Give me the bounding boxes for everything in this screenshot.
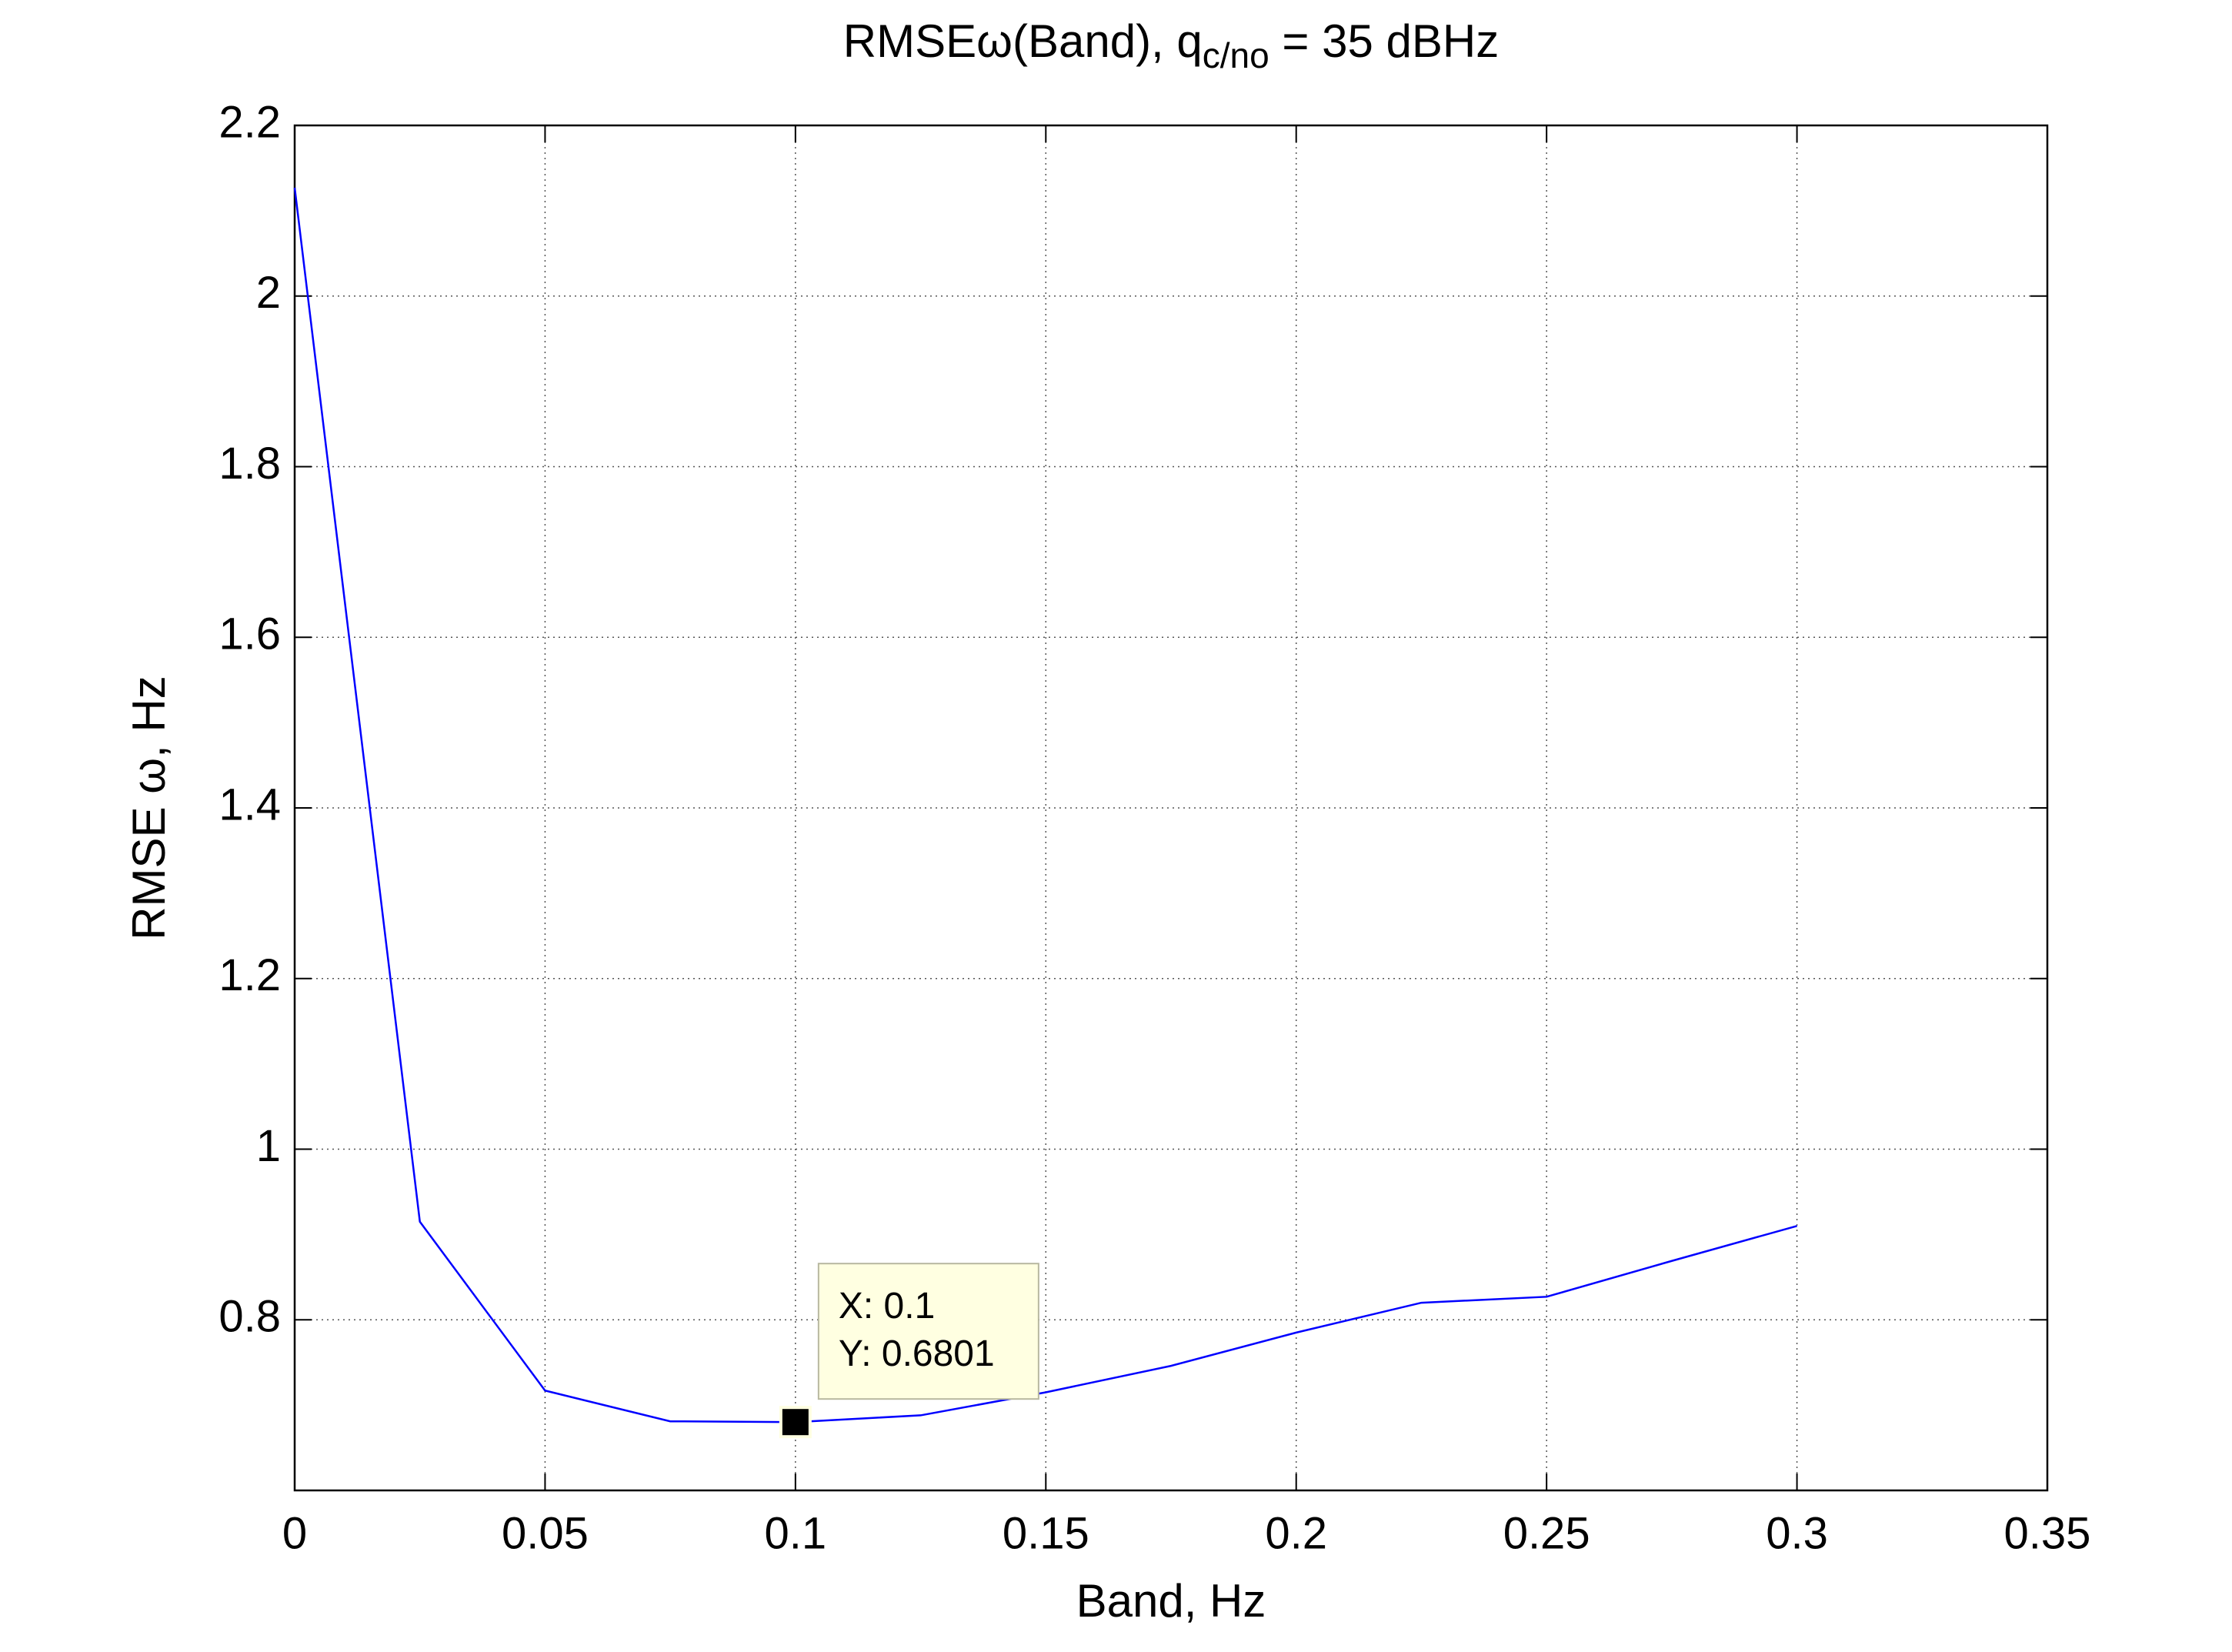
line-series (293, 187, 1797, 1423)
x-tick-label: 0.3 (1766, 1508, 1828, 1558)
x-axis-label: Band, Hz (1076, 1575, 1266, 1627)
y-tick-label: 1.8 (219, 439, 281, 489)
y-tick-label: 0.8 (219, 1292, 281, 1342)
datatip-marker (779, 1406, 812, 1439)
y-tick-label: 2 (256, 268, 281, 318)
y-tick-label: 1.2 (219, 950, 281, 1000)
y-tick-label: 1 (256, 1121, 281, 1171)
x-tick-label: 0.35 (2004, 1508, 2091, 1558)
x-tick-label: 0 (282, 1508, 307, 1558)
datatip-label: X: 0.1 (839, 1286, 935, 1327)
x-tick-label: 0.05 (502, 1508, 589, 1558)
title-suffix: = 35 dBHz (1269, 15, 1500, 67)
x-tick-label: 0.2 (1265, 1508, 1327, 1558)
x-tick-label: 0.1 (765, 1508, 827, 1558)
plot-frame (293, 124, 2049, 1492)
y-axis-label: RMSE ω, Hz (123, 676, 175, 940)
title-subscript: c/no (1203, 35, 1269, 75)
title-main: RMSEω(Band), q (843, 15, 1203, 67)
y-tick-label: 1.4 (219, 779, 281, 829)
y-tick-label: 2.2 (219, 97, 281, 147)
datatip-label: Y: 0.6801 (839, 1333, 995, 1374)
datatip-box (817, 1263, 1039, 1400)
plot-area (295, 125, 2047, 1490)
x-tick-label: 0.25 (1503, 1508, 1590, 1558)
x-tick-label: 0.15 (1003, 1508, 1089, 1558)
y-tick-label: 1.6 (219, 609, 281, 659)
chart-title: RMSEω(Band), qc/no = 35 dBHz (843, 15, 1499, 75)
